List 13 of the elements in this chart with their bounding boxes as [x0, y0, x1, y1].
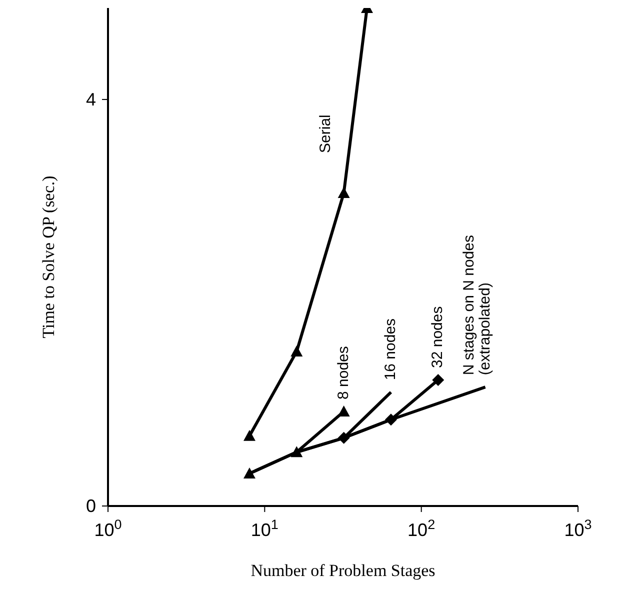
- y-axis-title: Time to Solve QP (sec.): [39, 176, 58, 338]
- text: 32 nodes: [429, 306, 446, 368]
- x-axis-title: Number of Problem Stages: [250, 561, 436, 580]
- text: 16 nodes: [382, 318, 399, 380]
- text: Serial: [316, 114, 334, 153]
- x-tick-label: 10$^{0}$: [94, 516, 122, 540]
- text: 8 nodes: [334, 346, 352, 400]
- y-tick-label: 4: [86, 89, 96, 110]
- x-tick-label: 10$^{1}$: [250, 516, 278, 540]
- x-tick-label: 10$^{2}$: [408, 516, 436, 540]
- x-tick-label: 10$^{3}$: [564, 516, 592, 540]
- y-tick-label: 0: [86, 496, 96, 516]
- text: N stages on N nodes (extrapolated): [460, 234, 494, 376]
